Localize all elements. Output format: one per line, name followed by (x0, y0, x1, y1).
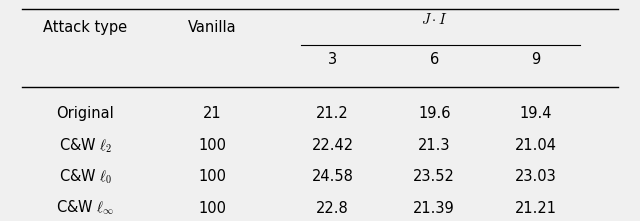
Text: 9: 9 (531, 52, 540, 67)
Text: C&W $\ell_2$: C&W $\ell_2$ (58, 136, 112, 154)
Text: 100: 100 (198, 169, 226, 184)
Text: Vanilla: Vanilla (188, 20, 236, 35)
Text: 21: 21 (203, 106, 221, 121)
Text: 21.21: 21.21 (515, 201, 557, 216)
Text: 19.4: 19.4 (520, 106, 552, 121)
Text: 100: 100 (198, 201, 226, 216)
Text: 21.39: 21.39 (413, 201, 455, 216)
Text: 23.52: 23.52 (413, 169, 455, 184)
Text: 3: 3 (328, 52, 337, 67)
Text: C&W $\ell_{\infty}$: C&W $\ell_{\infty}$ (56, 199, 115, 217)
Text: 22.8: 22.8 (316, 201, 349, 216)
Text: 6: 6 (429, 52, 439, 67)
Text: Attack type: Attack type (43, 20, 127, 35)
Text: Original: Original (56, 106, 114, 121)
Text: C&W $\ell_0$: C&W $\ell_0$ (58, 168, 112, 186)
Text: 24.58: 24.58 (312, 169, 354, 184)
Text: 23.03: 23.03 (515, 169, 557, 184)
Text: $J \cdot I$: $J \cdot I$ (421, 12, 447, 27)
Text: 21.2: 21.2 (316, 106, 349, 121)
Text: 19.6: 19.6 (418, 106, 451, 121)
Text: 22.42: 22.42 (312, 138, 354, 153)
Text: 100: 100 (198, 138, 226, 153)
Text: 21.04: 21.04 (515, 138, 557, 153)
Text: 21.3: 21.3 (418, 138, 451, 153)
